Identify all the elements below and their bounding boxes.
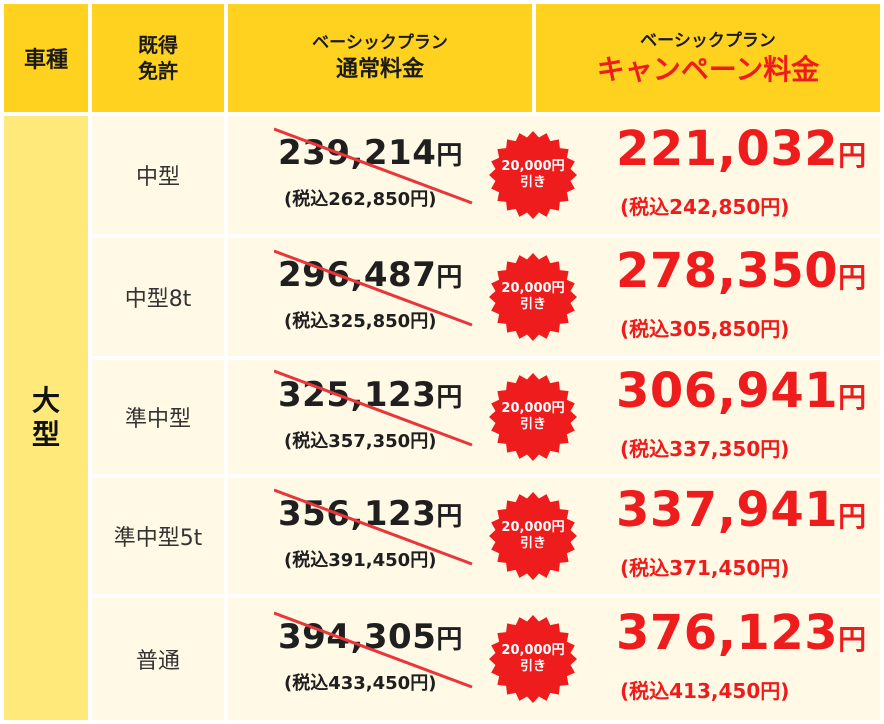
campaign-price-unit: 円 (838, 500, 867, 533)
regular-tax: (税込325,850円) (284, 311, 437, 332)
regular-price-unit: 円 (436, 625, 463, 655)
header-license: 既得 免許 (92, 4, 224, 112)
starburst-icon (489, 492, 577, 580)
campaign-price-unit: 円 (838, 623, 867, 656)
license-cell: 準中型5t (92, 478, 224, 594)
badge-amount: 20,000円 (501, 643, 565, 658)
campaign-price-unit: 円 (838, 261, 867, 294)
starburst-icon (489, 373, 577, 461)
discount-badge: 20,000円 引き (488, 130, 578, 220)
header-campaign-plan: ベーシックプラン (640, 31, 776, 51)
regular-tax: (税込357,350円) (284, 431, 437, 452)
discount-badge: 20,000円 引き (488, 372, 578, 462)
badge-label: 引き (519, 175, 546, 190)
regular-price: 239,214円 (278, 133, 463, 173)
badge-amount: 20,000円 (501, 159, 565, 174)
campaign-tax: (税込242,850円) (620, 195, 790, 219)
price-row: 394,305円 (税込433,450円) 20,000円 引き 376,123円 (税込… (228, 598, 880, 720)
header-regular-plan: ベーシックプラン (312, 33, 448, 53)
regular-tax: (税込391,450円) (284, 550, 437, 571)
starburst-icon (489, 615, 577, 703)
license-cell: 中型8t (92, 238, 224, 356)
license-cell: 中型 (92, 116, 224, 234)
discount-badge: 20,000円 引き (488, 614, 578, 704)
license-label: 中型8t (124, 287, 192, 312)
category-label: 大型 (31, 384, 60, 451)
campaign-price-value: 337,941 (616, 482, 839, 538)
price-row: 239,214円 (税込262,850円) 20,000円 引き 221,032円 (税込… (228, 116, 880, 234)
regular-price-unit: 円 (436, 141, 463, 171)
campaign-price: 278,350円 (616, 243, 867, 299)
strikethrough-line (274, 488, 473, 566)
badge-label: 引き (519, 297, 546, 312)
license-cell: 普通 (92, 598, 224, 720)
license-label: 中型 (135, 165, 180, 190)
price-row: 325,123円 (税込357,350円) 20,000円 引き 306,941円 (税込… (228, 360, 880, 474)
header-regular: ベーシックプラン 通常料金 (228, 4, 532, 112)
regular-price-unit: 円 (436, 502, 463, 532)
header-vehicle-type: 車種 (4, 4, 88, 112)
discount-badge: 20,000円 引き (488, 252, 578, 342)
strikethrough-line (274, 369, 473, 447)
badge-label: 引き (519, 536, 546, 551)
strikethrough-line (274, 611, 473, 689)
campaign-price: 221,032円 (616, 121, 867, 177)
license-label: 普通 (135, 649, 180, 674)
badge-amount: 20,000円 (501, 520, 565, 535)
regular-price-unit: 円 (436, 383, 463, 413)
badge-label: 引き (519, 659, 546, 674)
campaign-tax: (税込371,450円) (620, 556, 790, 580)
license-label: 準中型 (124, 407, 191, 432)
campaign-tax: (税込413,450円) (620, 679, 790, 703)
header-license-line1: 既得 (138, 33, 178, 57)
header-regular-label: 通常料金 (335, 57, 424, 82)
campaign-price: 306,941円 (616, 363, 867, 419)
campaign-price-value: 221,032 (616, 121, 839, 177)
header-vehicle-type-label: 車種 (23, 48, 68, 73)
category-cell: 大型 (4, 116, 88, 720)
license-label: 準中型5t (113, 526, 203, 551)
campaign-price-value: 278,350 (616, 243, 839, 299)
license-cell: 準中型 (92, 360, 224, 474)
price-row: 356,123円 (税込391,450円) 20,000円 引き 337,941円 (税込… (228, 478, 880, 594)
header-license-line2: 免許 (138, 59, 178, 83)
campaign-tax: (税込305,850円) (620, 317, 790, 341)
campaign-tax: (税込337,350円) (620, 437, 790, 461)
header-campaign: ベーシックプラン キャンペーン料金 (536, 4, 880, 112)
badge-label: 引き (519, 417, 546, 432)
campaign-price: 376,123円 (616, 605, 867, 661)
campaign-price: 337,941円 (616, 482, 867, 538)
campaign-price-unit: 円 (838, 381, 867, 414)
strikethrough-line (274, 249, 473, 327)
starburst-icon (489, 253, 577, 341)
regular-tax: (税込433,450円) (284, 673, 437, 694)
campaign-price-unit: 円 (838, 139, 867, 172)
regular-price: 296,487円 (278, 255, 463, 295)
badge-amount: 20,000円 (501, 401, 565, 416)
campaign-price-value: 306,941 (616, 363, 839, 419)
starburst-icon (489, 131, 577, 219)
strikethrough-line (274, 127, 473, 205)
discount-badge: 20,000円 引き (488, 491, 578, 581)
regular-price-unit: 円 (436, 263, 463, 293)
campaign-price-value: 376,123 (616, 605, 839, 661)
header-campaign-label: キャンペーン料金 (596, 53, 820, 86)
price-row: 296,487円 (税込325,850円) 20,000円 引き 278,350円 (税込… (228, 238, 880, 356)
regular-tax: (税込262,850円) (284, 189, 437, 210)
badge-amount: 20,000円 (501, 281, 565, 296)
